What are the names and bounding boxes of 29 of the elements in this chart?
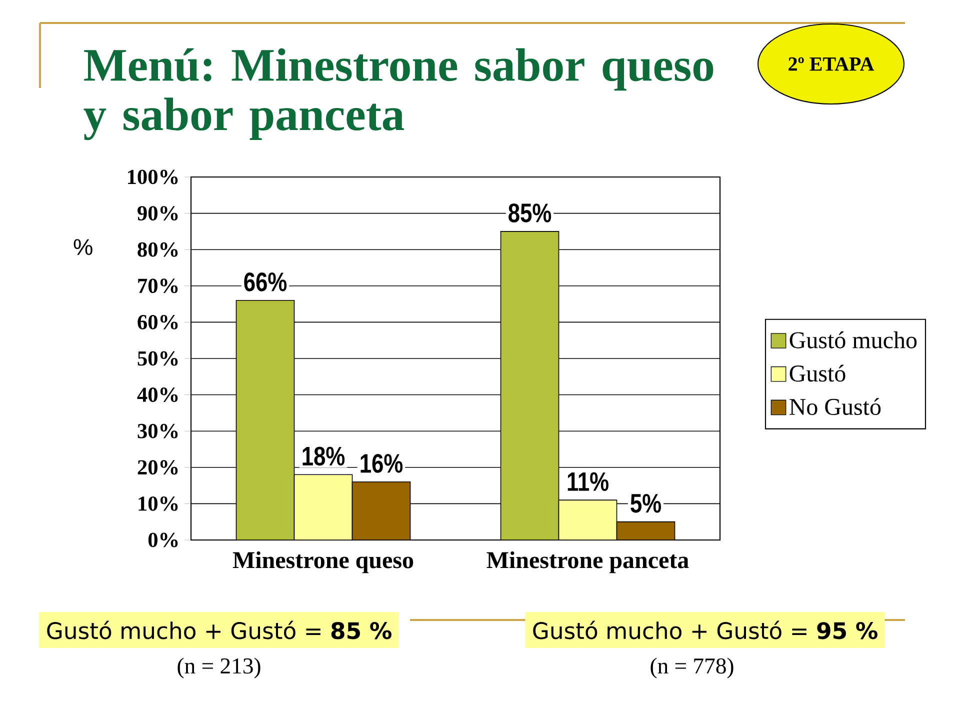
data-label: 66% — [244, 272, 287, 292]
text: Gustó mucho + Gustó = 85 % — [47, 620, 392, 640]
y-tick-label: 20% — [138, 460, 178, 475]
y-tick-label: 30% — [138, 424, 178, 438]
y-tick-label: 80% — [138, 242, 178, 257]
data-label: 16% — [360, 454, 403, 473]
text: (n = 213) — [178, 658, 260, 678]
x-tick-label: Minestrone panceta — [486, 551, 689, 574]
x-tick-label: Minestrone queso — [232, 551, 414, 574]
text: (n = 778) — [650, 658, 734, 678]
data-label: 18% — [302, 446, 345, 466]
y-tick-label: 40% — [137, 388, 178, 402]
y-tick-label: 70% — [138, 278, 178, 294]
text: Gustó mucho + Gustó = 95 % — [533, 620, 878, 640]
legend-label: Gustó — [790, 364, 846, 382]
y-axis-title: % — [74, 239, 92, 255]
data-label: 5% — [630, 494, 661, 513]
legend-label: Gustó mucho — [790, 331, 917, 348]
text: 2º ETAPA — [788, 57, 874, 71]
data-label: 85% — [508, 204, 552, 222]
y-tick-label: 60% — [138, 314, 178, 330]
y-tick-label: 10% — [138, 496, 178, 511]
y-tick-label: 50% — [138, 351, 178, 366]
chart-title: Menú: Minestrone sabor queso y sabor panceta — [84, 48, 714, 140]
legend-label: No Gustó — [790, 398, 881, 416]
y-tick-label: 100% — [128, 170, 178, 184]
y-tick-label: 90% — [138, 206, 178, 221]
y-tick-label: 0% — [148, 532, 178, 548]
data-label: 11% — [568, 472, 608, 491]
